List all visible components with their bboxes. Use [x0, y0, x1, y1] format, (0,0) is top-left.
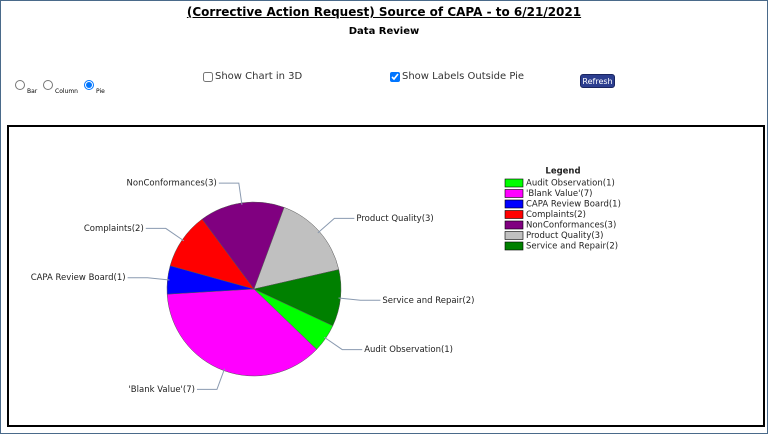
leader-line — [218, 182, 243, 205]
legend-swatch — [504, 178, 524, 188]
leader-line — [338, 297, 381, 301]
legend-swatch — [504, 231, 524, 240]
leader-line — [145, 227, 185, 242]
legend-label: CAPA Review Board(1) — [526, 200, 621, 210]
slice-label: Product Quality(3) — [356, 214, 433, 224]
legend-label: Complaints(2) — [526, 210, 586, 220]
slice-label: 'Blank Value'(7) — [128, 385, 194, 395]
chart-type-label: Pie — [96, 88, 105, 95]
slice-label: Audit Observation(1) — [364, 345, 453, 355]
leader-line — [323, 336, 363, 351]
slice-label: CAPA Review Board(1) — [31, 273, 126, 283]
legend-label: Product Quality(3) — [526, 231, 603, 241]
legend-label: NonConformances(3) — [526, 221, 616, 231]
chart-type-radio[interactable] — [43, 80, 53, 90]
chart-type-radio[interactable] — [15, 80, 25, 90]
slice-label: Complaints(2) — [84, 224, 144, 234]
slice-label: Service and Repair(2) — [382, 296, 474, 306]
chart-type-label: Column — [55, 88, 78, 95]
chart: Legend Audit Observation(1) Audit Observa… — [31, 167, 621, 395]
leader-line — [196, 368, 226, 390]
legend-label: Service and Repair(2) — [526, 242, 618, 252]
checkbox-3d[interactable] — [203, 72, 213, 82]
legend-label: Audit Observation(1) — [526, 179, 615, 189]
page-title: (Corrective Action Request) Source of CA… — [186, 5, 582, 19]
legend-swatch — [504, 241, 524, 251]
chart-frame: Legend Audit Observation(1) Audit Observa… — [7, 125, 765, 427]
leader-line — [127, 277, 170, 281]
leader-line — [317, 217, 355, 234]
legend-label: 'Blank Value'(7) — [526, 189, 592, 199]
slice-label: NonConformances(3) — [127, 179, 217, 189]
legend-title: Legend — [545, 167, 580, 177]
checkbox-label: Show Labels Outside Pie — [402, 71, 525, 82]
legend-swatch — [504, 210, 524, 219]
page-subtitle: Data Review — [348, 26, 420, 37]
checkbox-label: Show Chart in 3D — [215, 71, 303, 82]
legend-swatch — [504, 220, 524, 230]
refresh-button[interactable]: Refresh — [580, 74, 615, 88]
chart-type-label: Bar — [27, 88, 38, 95]
checkbox-labels-outside[interactable] — [390, 72, 400, 82]
legend-swatch — [504, 199, 524, 209]
legend-swatch — [504, 189, 524, 198]
chart-type-radio[interactable] — [84, 80, 94, 90]
